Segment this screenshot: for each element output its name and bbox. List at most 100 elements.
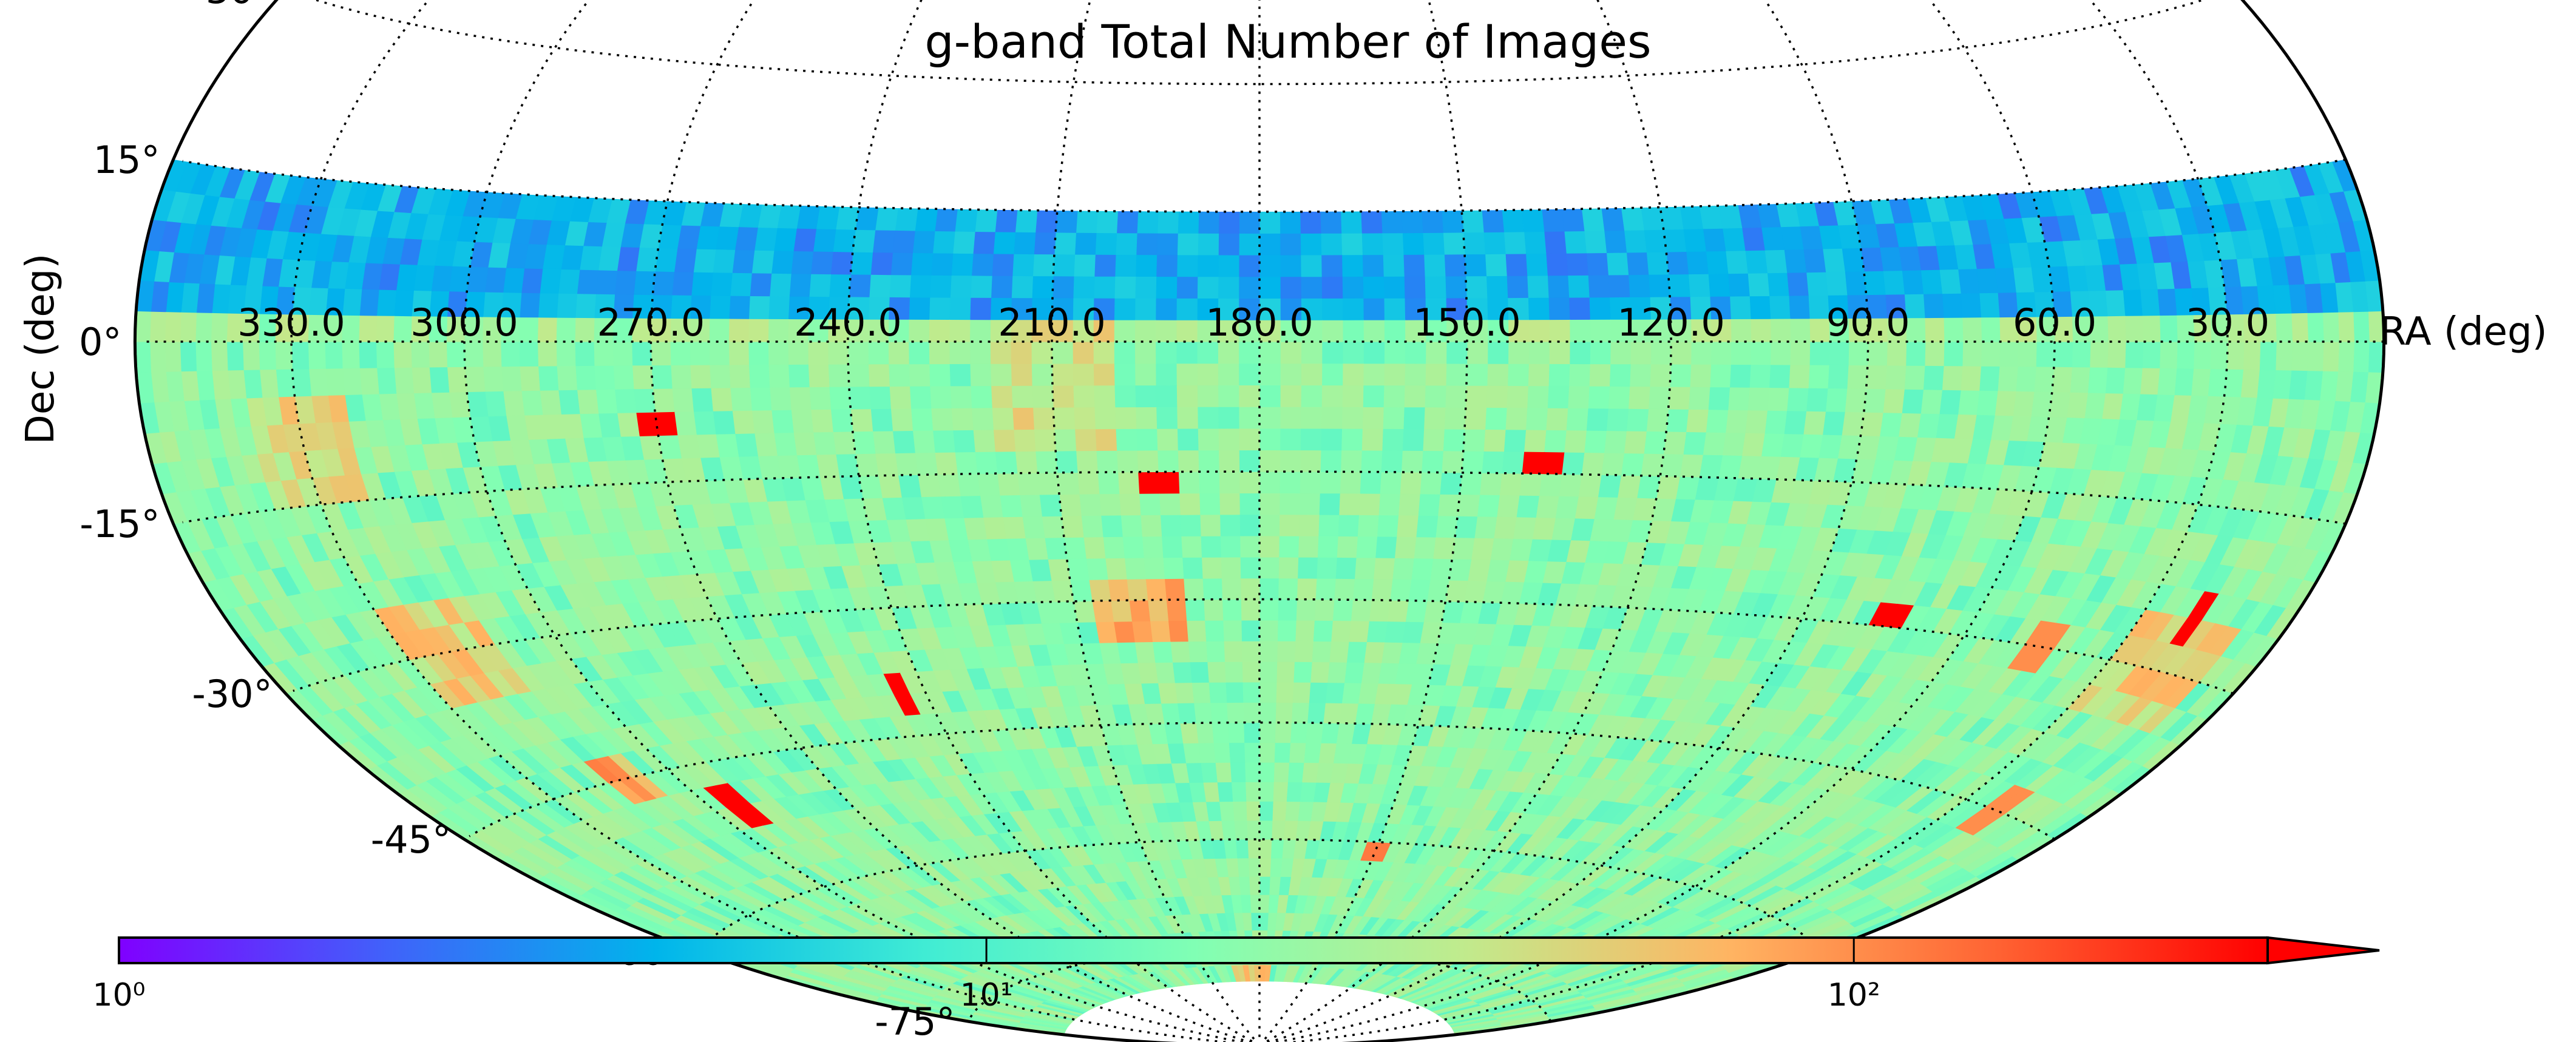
- heatmap-cell: [1725, 250, 1748, 274]
- heatmap-cell: [537, 365, 559, 391]
- heatmap-cell: [1295, 820, 1311, 841]
- heatmap-cell: [1299, 782, 1317, 802]
- heatmap-cell: [1761, 226, 1785, 251]
- heatmap-cell: [1761, 433, 1785, 457]
- heatmap-cell: [693, 248, 716, 273]
- heatmap-cell: [1198, 471, 1220, 494]
- heatmap-cell: [1646, 408, 1669, 432]
- heatmap-cell: [1531, 516, 1556, 540]
- heatmap-cell: [1259, 661, 1278, 683]
- heatmap-cell: [748, 341, 769, 365]
- heatmap-cell: [1585, 408, 1608, 431]
- heatmap-cell: [875, 453, 898, 476]
- heatmap-cell: [1197, 254, 1219, 277]
- heatmap-cell: [1032, 407, 1055, 430]
- heatmap-cell: [654, 247, 678, 272]
- heatmap-cell: [1920, 389, 1943, 414]
- heatmap-cell: [2307, 341, 2324, 371]
- heatmap-cell: [1072, 363, 1094, 386]
- heatmap-cell: [1156, 406, 1178, 429]
- heatmap-cell: [1649, 364, 1672, 387]
- heatmap-cell: [1174, 682, 1195, 704]
- heatmap-cell: [1177, 450, 1199, 472]
- heatmap-cell: [912, 430, 935, 453]
- heatmap-cell: [1441, 450, 1464, 473]
- heatmap-cell: [1073, 276, 1095, 299]
- heatmap-cell: [1670, 341, 1692, 365]
- colorbar-gradient: [119, 938, 2268, 963]
- heatmap-cell: [1093, 276, 1116, 299]
- dec-tick-label: -15°: [80, 502, 160, 546]
- heatmap-cell: [359, 288, 379, 316]
- heatmap-cell: [1076, 450, 1098, 473]
- heatmap-cell: [1666, 408, 1689, 433]
- heatmap-cell: [1259, 341, 1281, 364]
- heatmap-cell: [1113, 341, 1136, 364]
- heatmap-cell: [2243, 341, 2261, 370]
- heatmap-cell: [1581, 452, 1605, 475]
- heatmap-cell: [1386, 600, 1409, 622]
- heatmap-cell: [1283, 820, 1298, 840]
- heatmap-cell: [929, 385, 952, 409]
- heatmap-cell: [754, 432, 778, 456]
- heatmap-cell: [989, 341, 1011, 364]
- heatmap-cell: [1318, 742, 1337, 763]
- heatmap-cell: [1259, 514, 1280, 536]
- heatmap-cell: [1764, 410, 1788, 435]
- heatmap-cell: [1558, 473, 1582, 497]
- heatmap-cell: [1709, 364, 1731, 388]
- heatmap-cell: [1415, 515, 1439, 538]
- heatmap-cell: [1841, 247, 1865, 272]
- heatmap-cell: [847, 341, 869, 365]
- heatmap-cell: [614, 388, 637, 413]
- heatmap-cell: [274, 341, 293, 370]
- heatmap-cell: [2122, 289, 2143, 316]
- heatmap-cell: [1879, 412, 1902, 437]
- heatmap-cell: [1398, 493, 1420, 516]
- heatmap-cell: [1113, 319, 1136, 342]
- heatmap-cell: [1806, 387, 1828, 412]
- heatmap-cell: [1527, 385, 1549, 408]
- heatmap-cell: [1298, 493, 1320, 515]
- heatmap-cell: [790, 250, 814, 274]
- heatmap-cell: [1355, 536, 1378, 558]
- heatmap-cell: [537, 317, 557, 342]
- heatmap-cell: [1250, 912, 1260, 931]
- heatmap-cell: [1259, 428, 1281, 451]
- heatmap-cell: [827, 341, 849, 365]
- heatmap-cell: [708, 341, 730, 365]
- heatmap-cell: [1147, 599, 1169, 621]
- heatmap-cell: [1827, 364, 1849, 389]
- dec-tick-label: -30°: [192, 672, 272, 716]
- heatmap-cell: [1321, 319, 1343, 342]
- heatmap-cell: [810, 251, 833, 275]
- heatmap-cell: [1636, 475, 1661, 499]
- heatmap-cell: [1980, 317, 2001, 342]
- heatmap-cell: [969, 297, 992, 320]
- heatmap-cell: [1481, 209, 1505, 233]
- heatmap-cell: [1298, 514, 1320, 536]
- heatmap-cell: [1920, 269, 1943, 294]
- heatmap-cell: [1222, 620, 1242, 641]
- heatmap-cell: [1339, 471, 1361, 494]
- heatmap-cell: [788, 387, 812, 410]
- heatmap-cell: [1052, 276, 1074, 299]
- heatmap-cell: [972, 429, 995, 453]
- heatmap-cell: [1241, 620, 1260, 641]
- heatmap-cell: [949, 363, 971, 387]
- heatmap-cell: [259, 368, 279, 398]
- heatmap-cell: [1259, 640, 1278, 662]
- heatmap-cell: [1383, 341, 1406, 364]
- heatmap-cell: [1296, 578, 1317, 600]
- heatmap-cell: [1141, 536, 1164, 558]
- heatmap-cell: [2322, 311, 2340, 342]
- heatmap-cell: [914, 452, 938, 475]
- heatmap-cell: [2353, 311, 2370, 342]
- heatmap-cell: [195, 341, 212, 371]
- heatmap-cell: [1318, 514, 1340, 536]
- heatmap-cell: [1274, 722, 1292, 743]
- heatmap-cell: [1269, 876, 1281, 895]
- heatmap-cell: [1381, 428, 1404, 451]
- heatmap-cell: [1336, 535, 1358, 558]
- heatmap-cell: [1246, 820, 1260, 840]
